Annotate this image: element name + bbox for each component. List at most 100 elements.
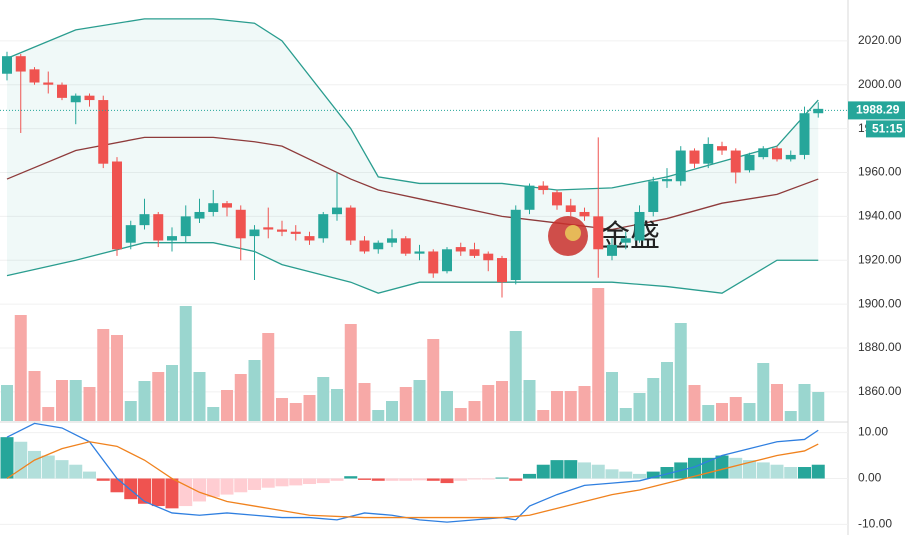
candle-body	[208, 203, 219, 212]
volume-bar	[234, 374, 247, 421]
band-line	[6, 242, 819, 294]
candle-body	[799, 113, 810, 155]
macd-bar	[55, 460, 69, 479]
volume-bar	[289, 403, 302, 421]
candle-body	[400, 238, 411, 254]
volume-bar	[441, 391, 453, 421]
candle-body	[263, 227, 274, 230]
candle-body	[153, 214, 164, 241]
volume-bar	[743, 403, 756, 421]
macd-bar	[811, 464, 825, 479]
volume-bar	[551, 391, 563, 421]
volume-bar	[42, 407, 55, 421]
volume-bar	[688, 385, 701, 421]
candle-body	[538, 185, 549, 191]
macd-bar	[275, 478, 289, 487]
volume-bar	[757, 363, 770, 421]
macd-bar	[619, 471, 633, 479]
candle-body	[112, 161, 122, 250]
y-tick-label: 1900.00	[858, 296, 902, 310]
volume-bar	[276, 398, 288, 421]
candle-body	[455, 247, 466, 252]
macd-bar	[96, 478, 110, 481]
candle-body	[139, 214, 150, 226]
candle-body	[785, 154, 796, 160]
volume-bar	[413, 380, 426, 421]
macd-bar	[688, 457, 701, 479]
macd-bar	[83, 471, 96, 479]
macd-bar	[578, 462, 591, 479]
candle-body	[373, 242, 384, 250]
macd-bar	[399, 478, 413, 481]
candle-body	[552, 192, 562, 206]
macd-bar	[770, 464, 784, 479]
candle-body	[579, 211, 590, 217]
volume-bar	[647, 378, 660, 421]
candle-body	[290, 231, 301, 234]
volume-bar	[248, 360, 261, 421]
macd-bar	[0, 437, 14, 479]
volume-bar	[56, 380, 68, 421]
candle-body	[497, 258, 507, 283]
candle-body	[510, 209, 521, 280]
volume-bar	[124, 401, 137, 421]
volume-bar	[702, 405, 715, 421]
candle-body	[620, 238, 631, 243]
candle-body	[758, 148, 769, 158]
volume-bar	[592, 288, 605, 421]
macd-bar	[784, 467, 798, 479]
volume-bar	[661, 362, 673, 421]
macd-bar	[729, 457, 743, 479]
macd-bar	[523, 473, 536, 479]
candle-body	[194, 211, 205, 219]
y-tick-label: 2020.00	[858, 33, 902, 47]
macd-bar	[426, 478, 440, 481]
macd-line	[6, 422, 819, 523]
macd-bar	[289, 478, 303, 486]
macd-bar	[220, 478, 234, 495]
macd-bar	[536, 464, 550, 479]
volume-bar	[69, 380, 82, 421]
candle-body	[703, 143, 714, 164]
volume-bar	[14, 315, 27, 421]
band-fill	[7, 18, 819, 294]
macd-bar	[179, 478, 193, 507]
candle-body	[29, 69, 40, 83]
macd-bar	[633, 473, 646, 479]
volume-bar	[674, 323, 687, 421]
candle-body	[387, 238, 397, 243]
candle-body	[180, 216, 191, 237]
volume-bar	[729, 397, 742, 421]
candle-body	[648, 181, 659, 212]
macd-bar	[14, 441, 28, 479]
candle-body	[524, 185, 535, 210]
volume-bar	[262, 333, 275, 421]
macd-bar	[371, 478, 385, 481]
macd-bar	[550, 460, 564, 479]
volume-bar	[221, 390, 233, 421]
y2-tick-label: 10.00	[858, 425, 888, 439]
candle-body	[235, 209, 246, 239]
macd-bar	[138, 478, 151, 504]
volume-bar	[97, 329, 110, 421]
macd-bar	[715, 455, 729, 479]
macd-bar	[605, 469, 619, 479]
volume-bar	[358, 383, 371, 421]
macd-bar	[756, 462, 770, 479]
volume-bar	[771, 384, 783, 421]
macd-bar	[330, 478, 344, 481]
candle-body	[2, 56, 12, 74]
candle-body	[57, 84, 67, 98]
last-price-label: 1988.29	[856, 103, 900, 117]
candle-body	[318, 214, 329, 239]
candle-body	[662, 179, 672, 182]
macd-bar	[591, 464, 605, 479]
macd-bar	[440, 478, 454, 484]
candle-body	[730, 150, 741, 173]
candle-body	[15, 56, 26, 72]
volume-bar	[386, 401, 398, 421]
candle-body	[98, 100, 109, 164]
volume-bar	[1, 385, 13, 421]
candle-body	[565, 205, 576, 212]
